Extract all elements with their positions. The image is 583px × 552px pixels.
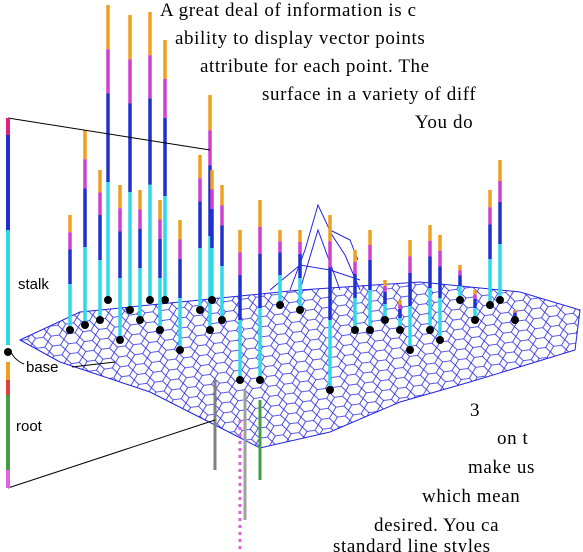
base-ball bbox=[381, 316, 389, 324]
text-line: ability to display vector points bbox=[175, 28, 425, 49]
base-ball bbox=[176, 346, 184, 354]
base-pointer bbox=[10, 350, 24, 364]
base-ball bbox=[396, 326, 404, 334]
base-ball bbox=[351, 326, 359, 334]
base-ball bbox=[208, 296, 216, 304]
text-line: which mean bbox=[422, 486, 520, 507]
base-ball bbox=[326, 386, 334, 394]
text-line: make us bbox=[468, 457, 535, 478]
base-ball bbox=[218, 316, 226, 324]
text-line: surface in a variety of diff bbox=[262, 84, 476, 105]
base-ball bbox=[296, 306, 304, 314]
base-ball bbox=[406, 346, 414, 354]
base-ball bbox=[66, 326, 74, 334]
text-line: A great deal of information is c bbox=[160, 0, 417, 21]
stalk-label: stalk bbox=[18, 276, 49, 293]
text-line: You do bbox=[415, 112, 473, 133]
base-ball bbox=[116, 336, 124, 344]
base-ball bbox=[236, 376, 244, 384]
text-line: 3 bbox=[470, 400, 480, 421]
base-label: base bbox=[26, 359, 59, 376]
base-ball bbox=[206, 326, 214, 334]
base-ball bbox=[276, 301, 284, 309]
base-ball bbox=[471, 316, 479, 324]
base-ball bbox=[436, 336, 444, 344]
base-ball bbox=[156, 326, 164, 334]
base-ball bbox=[256, 376, 264, 384]
page: A great deal of information is c ability … bbox=[0, 0, 583, 552]
text-line: standard line styles bbox=[333, 536, 491, 552]
base-ball bbox=[161, 296, 169, 304]
text-line: attribute for each point. The bbox=[200, 56, 430, 77]
base-ball bbox=[426, 326, 434, 334]
base-ball bbox=[81, 321, 89, 329]
base-ball bbox=[196, 306, 204, 314]
mesh-peak bbox=[270, 205, 360, 290]
base-ball bbox=[146, 296, 154, 304]
base-ball bbox=[456, 296, 464, 304]
base-ball bbox=[366, 326, 374, 334]
base-ball bbox=[136, 316, 144, 324]
base-ball bbox=[511, 316, 519, 324]
base-ball bbox=[496, 296, 504, 304]
base-ball bbox=[126, 306, 134, 314]
text-line: desired. You ca bbox=[374, 515, 499, 536]
base-ball bbox=[104, 296, 112, 304]
text-line: on t bbox=[497, 428, 529, 449]
base-ball bbox=[96, 316, 104, 324]
key-bar bbox=[4, 118, 12, 488]
base-ball bbox=[486, 301, 494, 309]
root-label: root bbox=[16, 418, 43, 435]
